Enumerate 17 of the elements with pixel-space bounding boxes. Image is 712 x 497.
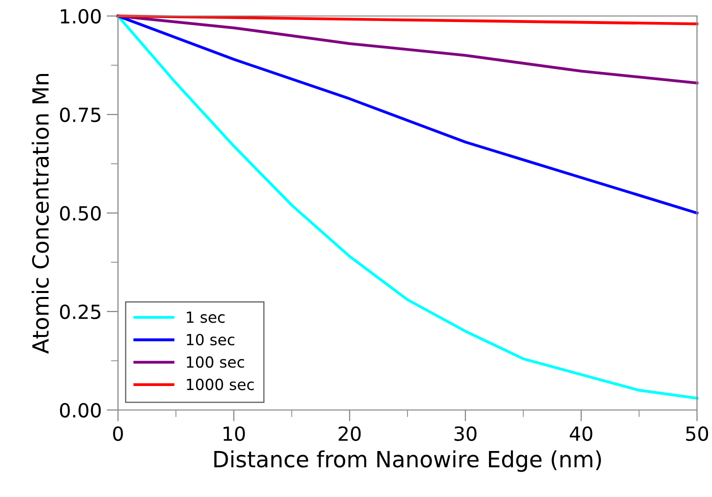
- x-tick-label: 10: [224, 426, 245, 442]
- x-tick-label: 40: [570, 426, 592, 442]
- y-tick-label: 0.75: [60, 107, 100, 122]
- legend-label: 1000 sec: [186, 378, 254, 390]
- y-tick-label: 1.00: [60, 8, 101, 24]
- y-tick-label: 0.50: [60, 206, 101, 221]
- x-tick-label: 50: [686, 426, 708, 442]
- legend-label: 1 sec: [186, 312, 225, 323]
- y-tick-label: 0.00: [60, 402, 101, 418]
- x-tick-label: 30: [454, 426, 476, 442]
- x-tick-label: 0: [113, 426, 123, 442]
- x-axis-title: Distance from Nanowire Edge (nm): [214, 450, 601, 472]
- legend-label: 10 sec: [186, 334, 234, 346]
- x-tick-label: 20: [338, 426, 361, 442]
- legend-label: 100 sec: [186, 356, 244, 368]
- y-axis-title: Atomic Concentration Mn: [32, 74, 49, 354]
- y-tick-label: 0.25: [60, 304, 100, 320]
